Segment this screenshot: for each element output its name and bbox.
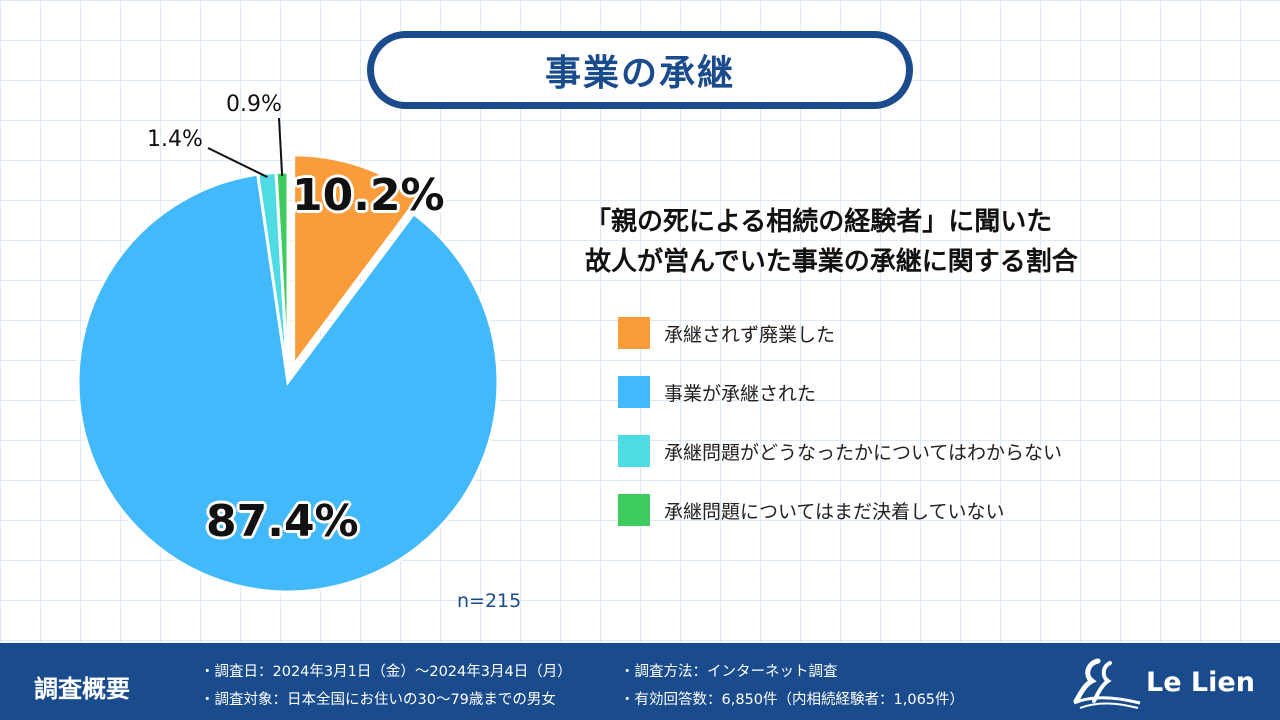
logo-mark-icon <box>1073 658 1141 709</box>
survey-responses: ・有効回答数：6,850件（内相続経験者：1,065件） <box>620 692 965 708</box>
pie-label-abandoned: 10.2% <box>292 170 445 221</box>
survey-method: ・調査方法：インターネット調査 <box>620 664 838 680</box>
legend-swatch-unresolved <box>618 494 650 526</box>
pie-chart <box>76 117 500 594</box>
legend-item: 承継問題についてはまだ決着していない <box>618 492 1062 528</box>
legend-swatch-succeeded <box>618 376 650 408</box>
legend-item: 事業が承継された <box>618 374 1062 410</box>
legend-label: 事業が承継された <box>664 382 817 405</box>
footer-heading: 調査概要 <box>34 675 130 703</box>
pie-label-unknown: 1.4% <box>147 127 203 152</box>
page-title: 事業の承継 <box>374 38 906 102</box>
leader-line-unknown <box>207 147 268 178</box>
logo-text: Le Lien <box>1146 667 1255 698</box>
survey-target: ・調査対象：日本全国にお住いの30～79歳までの男女 <box>200 692 556 708</box>
subtitle-line-1: 「親の死による相続の経験者」に聞いた <box>585 207 1053 237</box>
lelien-logo: Le Lien <box>1070 653 1270 713</box>
pie-label-unresolved: 0.9% <box>226 92 282 117</box>
survey-date: ・調査日：2024年3月1日（金）～2024年3月4日（月） <box>200 664 572 680</box>
chart-subtitle: 「親の死による相続の経験者」に聞いた 故人が営んでいた事業の承継に関する割合 <box>585 202 1225 282</box>
pie-slice-abandoned <box>292 153 422 370</box>
legend-swatch-abandoned <box>618 317 650 349</box>
legend-label: 承継されず廃業した <box>664 323 836 346</box>
pie-label-succeeded: 87.4% <box>206 496 359 547</box>
pie-slice-succeeded <box>76 172 500 594</box>
sample-size: n=215 <box>457 590 522 612</box>
survey-footer: 調査概要 ・調査日：2024年3月1日（金）～2024年3月4日（月） ・調査対… <box>0 643 1280 720</box>
legend-item: 承継されず廃業した <box>618 315 1062 351</box>
legend-item: 承継問題がどうなったかについてはわからない <box>618 433 1062 469</box>
legend-label: 承継問題についてはまだ決着していない <box>664 500 1005 523</box>
legend-label: 承継問題がどうなったかについてはわからない <box>664 441 1063 464</box>
legend-swatch-unknown <box>618 435 650 467</box>
subtitle-line-2: 故人が営んでいた事業の承継に関する割合 <box>585 247 1078 277</box>
leader-line-unresolved <box>278 117 284 177</box>
chart-legend: 承継されず廃業した 事業が承継された 承継問題がどうなったかについてはわからない… <box>618 315 1062 551</box>
title-banner: 事業の承継 <box>367 31 913 109</box>
